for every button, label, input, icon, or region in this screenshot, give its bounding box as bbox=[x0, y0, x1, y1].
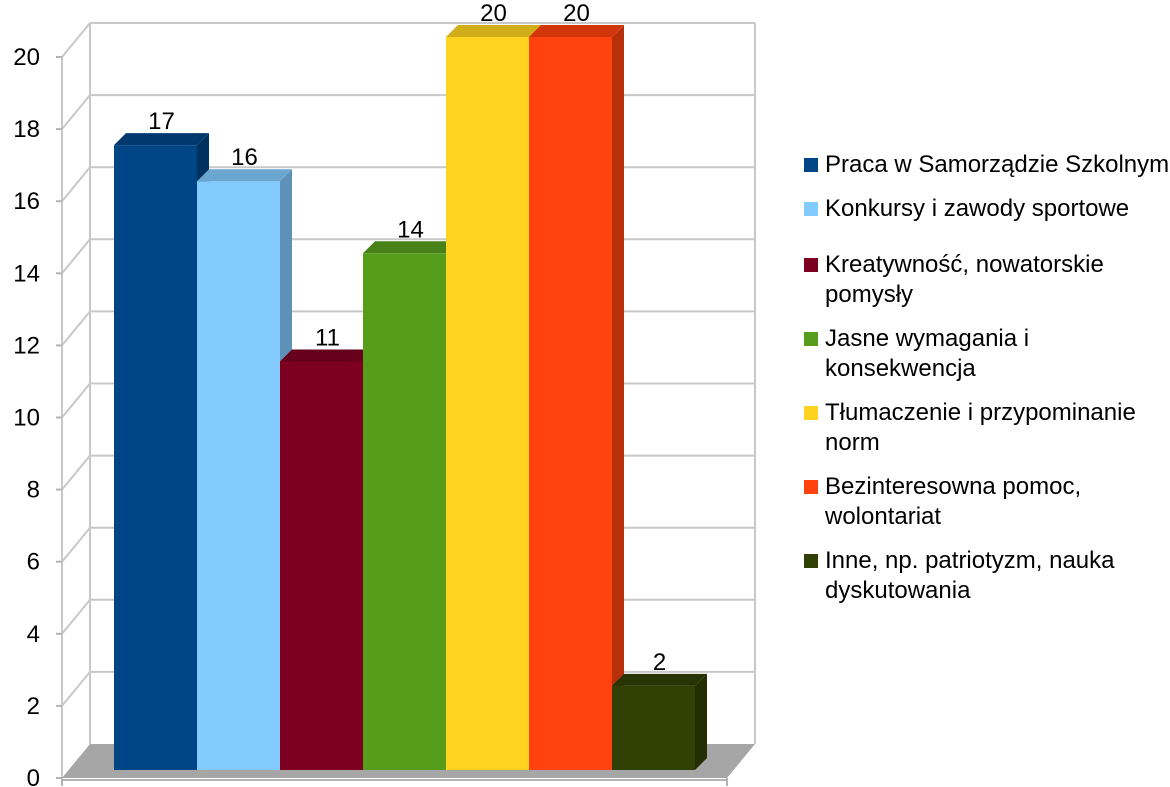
bar-side bbox=[695, 673, 707, 770]
bar-top bbox=[529, 25, 624, 37]
gridline-side bbox=[61, 382, 91, 419]
bar-front bbox=[446, 37, 529, 770]
y-tick-label: 4 bbox=[27, 621, 40, 648]
data-label: 20 bbox=[563, 0, 590, 27]
bar-top bbox=[363, 241, 458, 254]
data-label: 20 bbox=[480, 0, 507, 27]
bar-front bbox=[529, 37, 612, 770]
data-label: 11 bbox=[315, 324, 340, 351]
bar-front bbox=[612, 685, 695, 770]
y-tick-label: 2 bbox=[27, 693, 40, 720]
data-label: 16 bbox=[231, 144, 258, 171]
bar-front bbox=[197, 181, 280, 770]
bar bbox=[446, 25, 541, 770]
gridline-side bbox=[61, 166, 91, 202]
bar-side bbox=[612, 25, 624, 770]
bar-front bbox=[114, 145, 197, 770]
legend-label: Inne, np. patriotyzm, nauka dyskutowania bbox=[825, 547, 1115, 604]
gridline-side bbox=[61, 22, 91, 58]
legend-item: Kreatywność, nowatorskie pomysły bbox=[800, 250, 1170, 310]
legend-item: Tłumaczenie i przypominanie norm bbox=[800, 398, 1170, 458]
gridline-side bbox=[61, 527, 91, 563]
bar bbox=[114, 133, 209, 770]
legend-label: Tłumaczenie i przypominanie norm bbox=[825, 399, 1136, 456]
legend-swatch bbox=[804, 406, 818, 420]
bar-top bbox=[197, 169, 292, 182]
legend-swatch bbox=[804, 202, 818, 216]
legend-label: Jasne wymagania i konsekwencja bbox=[825, 325, 1030, 382]
y-axis: 0 2 4 6 8 10 12 14 16 18 20 bbox=[13, 44, 728, 787]
legend-label: Praca w Samorządzie Szkolnym bbox=[825, 151, 1170, 178]
legend-label: Kreatywność, nowatorskie pomysły bbox=[825, 251, 1104, 308]
legend: Praca w Samorządzie Szkolnym Konkursy i … bbox=[800, 150, 1170, 620]
y-tick-label: 0 bbox=[27, 765, 40, 787]
legend-item: Konkursy i zawody sportowe bbox=[800, 194, 1170, 224]
y-tick-label: 14 bbox=[13, 260, 40, 287]
legend-item: Bezinteresowna pomoc, wolontariat bbox=[800, 472, 1170, 532]
bar-top bbox=[280, 349, 375, 362]
bar-top bbox=[612, 673, 707, 686]
legend-label: Bezinteresowna pomoc, wolontariat bbox=[825, 473, 1082, 530]
gridline-side bbox=[61, 454, 91, 491]
bar bbox=[363, 241, 458, 771]
gridline-side bbox=[61, 310, 91, 347]
data-label: 14 bbox=[397, 216, 424, 243]
legend-label: Konkursy i zawody sportowe bbox=[825, 195, 1130, 222]
legend-swatch bbox=[804, 480, 818, 494]
data-label: 2 bbox=[653, 649, 666, 676]
gridline-side bbox=[61, 94, 91, 130]
gridline-side bbox=[61, 671, 91, 707]
legend-swatch bbox=[804, 258, 818, 272]
bar bbox=[529, 25, 624, 770]
bar-top bbox=[114, 133, 209, 146]
bar bbox=[280, 349, 375, 770]
data-labels: 17 16 11 14 20 20 2 bbox=[148, 0, 666, 676]
y-tick-label: 10 bbox=[13, 405, 40, 432]
bar bbox=[197, 169, 292, 770]
y-tick-label: 6 bbox=[27, 549, 40, 576]
legend-swatch bbox=[804, 332, 818, 346]
bar bbox=[612, 673, 707, 770]
y-tick-label: 8 bbox=[27, 477, 40, 504]
bars bbox=[114, 25, 707, 771]
bar-front bbox=[363, 253, 446, 771]
y-tick-label: 20 bbox=[13, 44, 40, 71]
bar-front bbox=[280, 361, 363, 770]
bar-top bbox=[446, 25, 541, 37]
data-label: 17 bbox=[148, 108, 175, 135]
legend-item: Jasne wymagania i konsekwencja bbox=[800, 324, 1170, 384]
legend-swatch bbox=[804, 554, 818, 568]
legend-item: Praca w Samorządzie Szkolnym bbox=[800, 150, 1170, 180]
gridline-side bbox=[61, 238, 91, 274]
y-tick-label: 18 bbox=[13, 116, 40, 143]
legend-item: Inne, np. patriotyzm, nauka dyskutowania bbox=[800, 546, 1170, 606]
legend-swatch bbox=[804, 158, 818, 172]
gridline-side bbox=[61, 599, 91, 635]
y-tick-label: 16 bbox=[13, 188, 40, 215]
y-tick-label: 12 bbox=[13, 332, 40, 359]
bar-chart: 0 2 4 6 8 10 12 14 16 18 20 17 16 11 14 20 20 2 bbox=[13, 0, 756, 787]
